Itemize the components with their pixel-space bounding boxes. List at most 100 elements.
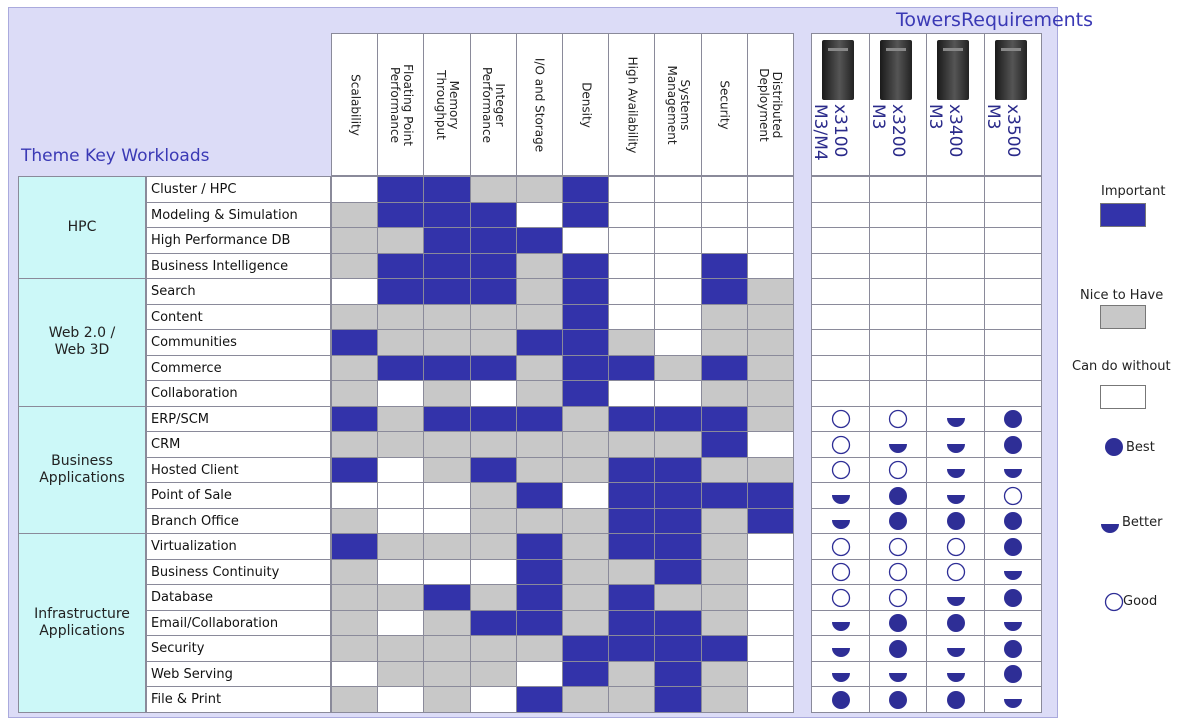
requirement-cell bbox=[515, 507, 563, 534]
workload-label: Database bbox=[146, 584, 331, 611]
rating-best-icon bbox=[868, 686, 927, 713]
requirement-cell bbox=[700, 533, 748, 560]
requirement-cell bbox=[746, 329, 794, 356]
legend-important-swatch bbox=[1100, 203, 1146, 227]
workload-label: Collaboration bbox=[146, 380, 331, 407]
requirement-cell bbox=[331, 176, 379, 203]
workload-label: Communities bbox=[146, 329, 331, 356]
requirement-cell bbox=[562, 431, 610, 458]
requirement-cell bbox=[654, 431, 702, 458]
workload-label: Branch Office bbox=[146, 507, 331, 534]
requirement-cell bbox=[654, 252, 702, 279]
tower-cell bbox=[983, 201, 1042, 228]
rating-good-icon bbox=[811, 405, 870, 432]
requirement-cell bbox=[562, 329, 610, 356]
column-header: High Availability bbox=[608, 33, 656, 176]
column-header-label: Security bbox=[717, 79, 732, 130]
legend-good-icon bbox=[1104, 592, 1124, 616]
workload-label: Commerce bbox=[146, 354, 331, 381]
requirement-cell bbox=[700, 507, 748, 534]
tower-cell bbox=[983, 380, 1042, 407]
requirement-cell bbox=[746, 609, 794, 636]
column-header-label: Systems Management bbox=[664, 64, 692, 145]
requirement-cell bbox=[331, 329, 379, 356]
requirement-cell bbox=[700, 303, 748, 330]
legend-better-icon bbox=[1100, 515, 1120, 539]
rating-best-icon bbox=[868, 609, 927, 636]
requirement-cell bbox=[469, 584, 517, 611]
requirement-cell bbox=[654, 354, 702, 381]
theme-key-workloads-title: Theme Key Workloads bbox=[21, 146, 210, 166]
rating-better-icon bbox=[926, 635, 985, 662]
rating-better-icon bbox=[811, 507, 870, 534]
requirement-cell bbox=[654, 507, 702, 534]
requirement-cell bbox=[562, 278, 610, 305]
requirement-cell bbox=[423, 635, 471, 662]
tower-cell bbox=[983, 329, 1042, 356]
requirement-cell bbox=[423, 354, 471, 381]
tower-model-label: x3100 M3/M4 bbox=[810, 104, 850, 161]
requirement-cell bbox=[562, 227, 610, 254]
requirement-cell bbox=[469, 252, 517, 279]
workload-label: Point of Sale bbox=[146, 482, 331, 509]
requirement-cell bbox=[700, 201, 748, 228]
requirement-cell bbox=[515, 533, 563, 560]
requirement-cell bbox=[700, 660, 748, 687]
requirement-cell bbox=[562, 533, 610, 560]
requirement-cell bbox=[377, 431, 425, 458]
tower-cell bbox=[868, 303, 927, 330]
requirement-cell bbox=[700, 482, 748, 509]
requirement-cell bbox=[377, 252, 425, 279]
requirement-cell bbox=[654, 227, 702, 254]
rating-good-icon bbox=[811, 456, 870, 483]
rating-better-icon bbox=[926, 660, 985, 687]
requirement-cell bbox=[654, 584, 702, 611]
requirement-cell bbox=[469, 303, 517, 330]
rating-best-icon bbox=[926, 507, 985, 534]
column-header: Systems Management bbox=[654, 33, 702, 176]
tower-cell bbox=[983, 176, 1042, 203]
requirement-cell bbox=[515, 303, 563, 330]
requirement-cell bbox=[423, 584, 471, 611]
requirement-cell bbox=[515, 609, 563, 636]
rating-best-icon bbox=[983, 533, 1042, 560]
requirement-cell bbox=[700, 278, 748, 305]
requirement-cell bbox=[423, 329, 471, 356]
requirement-cell bbox=[562, 456, 610, 483]
rating-best-icon bbox=[868, 482, 927, 509]
requirement-cell bbox=[608, 405, 656, 432]
tower-cell bbox=[983, 354, 1042, 381]
workload-label: Content bbox=[146, 303, 331, 330]
tower-cell bbox=[868, 380, 927, 407]
requirement-cell bbox=[700, 609, 748, 636]
requirement-cell bbox=[654, 558, 702, 585]
requirement-cell bbox=[331, 303, 379, 330]
rating-good-icon bbox=[926, 558, 985, 585]
column-header: I/O and Storage bbox=[515, 33, 563, 176]
requirement-cell bbox=[562, 507, 610, 534]
requirement-cell bbox=[562, 201, 610, 228]
requirement-cell bbox=[331, 201, 379, 228]
requirement-cell bbox=[515, 354, 563, 381]
requirement-cell bbox=[608, 303, 656, 330]
workload-label: High Performance DB bbox=[146, 227, 331, 254]
requirement-cell bbox=[515, 482, 563, 509]
tower-cell bbox=[868, 354, 927, 381]
requirement-cell bbox=[746, 278, 794, 305]
rating-best-icon bbox=[811, 686, 870, 713]
requirement-cell bbox=[469, 329, 517, 356]
tower-cell bbox=[811, 278, 870, 305]
requirement-cell bbox=[654, 176, 702, 203]
rating-better-icon bbox=[868, 660, 927, 687]
tower-cell bbox=[811, 227, 870, 254]
rating-best-icon bbox=[868, 507, 927, 534]
requirement-cell bbox=[746, 482, 794, 509]
workload-label: Business Continuity bbox=[146, 558, 331, 585]
tower-cell bbox=[811, 176, 870, 203]
requirement-cell bbox=[562, 686, 610, 713]
requirement-cell bbox=[562, 405, 610, 432]
requirement-cell bbox=[469, 380, 517, 407]
requirement-cell bbox=[377, 482, 425, 509]
requirement-cell bbox=[331, 227, 379, 254]
requirement-cell bbox=[746, 252, 794, 279]
